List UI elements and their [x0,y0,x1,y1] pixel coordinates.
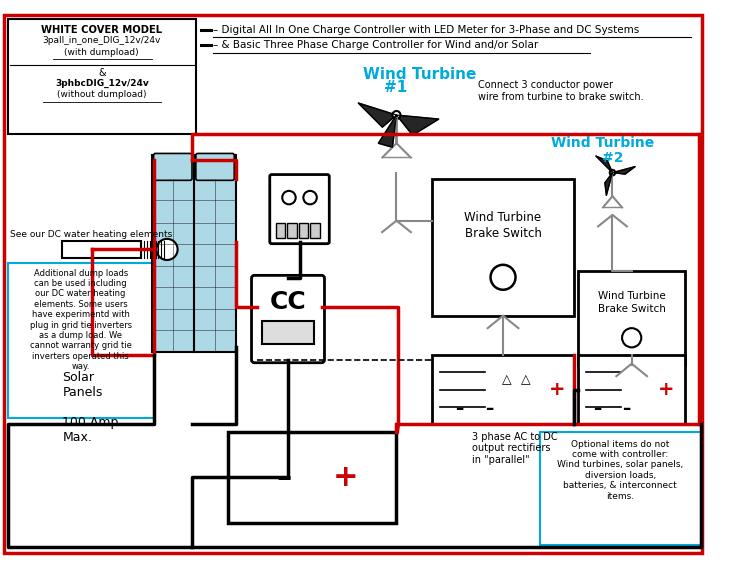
Circle shape [157,239,178,260]
Circle shape [304,191,317,204]
Text: Optional items do not
come with controller:
Wind turbines, solar panels,
diversi: Optional items do not come with controll… [557,440,684,500]
Text: –: – [622,400,630,418]
Text: – & Basic Three Phase Charge Controller for Wind and/or Solar: – & Basic Three Phase Charge Controller … [213,40,538,50]
Text: #1: #1 [384,81,407,95]
Polygon shape [358,103,396,127]
Text: 3pall_in_one_DIG_12v/24v: 3pall_in_one_DIG_12v/24v [43,36,161,45]
Text: Brake Switch: Brake Switch [598,304,666,314]
Bar [151,156,236,352]
Bar [7,19,196,134]
Text: +: + [658,380,675,399]
Bar [7,263,154,419]
Text: Additional dump loads
can be used including
our DC water heating
elements. Some : Additional dump loads can be used includ… [29,269,132,371]
Text: CC: CC [270,290,306,314]
Text: –: – [455,400,463,418]
Bar [432,179,574,316]
Bar [432,355,574,424]
Circle shape [392,111,401,119]
FancyBboxPatch shape [154,153,192,180]
Polygon shape [605,173,612,195]
Text: △: △ [521,374,531,386]
Text: &: & [98,68,106,78]
Bar [276,223,285,238]
Bar [578,270,686,365]
Text: See our DC water heating elements: See our DC water heating elements [10,230,172,239]
Text: Solar
Panels

100 Amp
Max.: Solar Panels 100 Amp Max. [62,371,119,444]
Text: Brake Switch: Brake Switch [465,227,542,240]
Text: –: – [593,400,601,418]
Text: +: + [548,380,565,399]
Bar [62,241,141,258]
Text: WHITE COVER MODEL: WHITE COVER MODEL [41,25,162,35]
Text: 3phbcDIG_12v/24v: 3phbcDIG_12v/24v [55,78,148,87]
Text: Connect 3 conductor power
wire from turbine to brake switch.: Connect 3 conductor power wire from turb… [478,81,644,102]
Text: Wind Turbine: Wind Turbine [465,211,542,224]
Text: 3 phase AC to DC
output rectifiers
in "parallel": 3 phase AC to DC output rectifiers in "p… [473,432,558,465]
Polygon shape [396,115,439,135]
Bar [287,223,297,238]
FancyBboxPatch shape [270,174,329,244]
Text: (without dumpload): (without dumpload) [57,90,146,99]
Text: – Digital All In One Charge Controller with LED Meter for 3-Phase and DC Systems: – Digital All In One Charge Controller w… [213,25,639,35]
Text: Wind Turbine: Wind Turbine [551,136,654,150]
Text: #2: #2 [602,151,623,165]
Text: Wind Turbine: Wind Turbine [598,290,666,300]
Polygon shape [596,156,612,173]
Bar [229,432,396,523]
FancyBboxPatch shape [196,153,234,180]
Bar [539,432,700,545]
Text: –: – [276,463,292,492]
Bar [262,321,314,344]
Circle shape [622,328,641,348]
Circle shape [490,265,515,290]
FancyBboxPatch shape [251,275,324,363]
Circle shape [610,170,615,176]
Polygon shape [612,166,635,174]
Text: Wind Turbine: Wind Turbine [363,67,476,82]
Circle shape [282,191,295,204]
Bar [298,223,308,238]
Text: (with dumpload): (with dumpload) [65,48,139,57]
Bar [578,355,686,424]
Text: +: + [333,463,359,492]
Bar [310,223,320,238]
Text: –: – [486,400,494,418]
Text: △: △ [502,374,512,386]
Polygon shape [379,115,396,147]
